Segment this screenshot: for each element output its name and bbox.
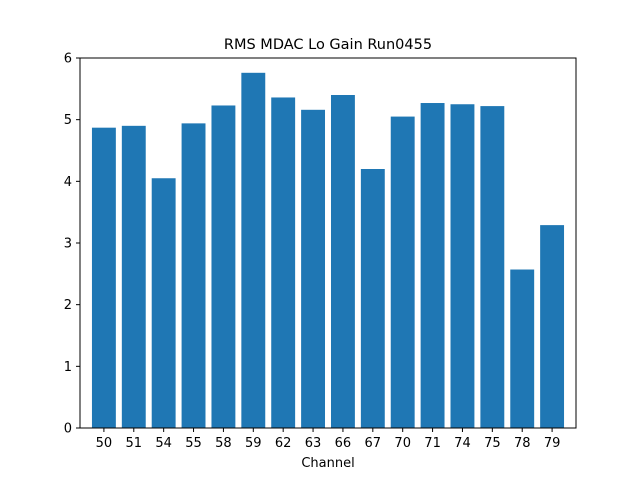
x-tick-label-70: 70	[394, 436, 411, 451]
y-tick-label-0: 0	[64, 422, 72, 437]
chart-title: RMS MDAC Lo Gain Run0455	[224, 37, 432, 53]
x-tick-label-58: 58	[215, 436, 232, 451]
x-axis: 50 51 54 55 58 59 62 63 66 67 70 71 74 75 78 79	[96, 428, 561, 451]
bars-group	[91, 72, 565, 429]
x-tick-label-75: 75	[484, 436, 501, 451]
y-tick-label-5: 5	[64, 113, 72, 128]
bar-71	[420, 103, 445, 429]
y-tick-label-6: 6	[64, 52, 72, 67]
y-tick-label-2: 2	[64, 298, 72, 313]
bar-70	[390, 116, 415, 428]
bar-66	[330, 95, 355, 428]
bar-79	[540, 225, 565, 428]
bar-59	[241, 72, 266, 429]
bar-78	[510, 269, 535, 428]
x-tick-label-63: 63	[305, 436, 322, 451]
y-tick-label-3: 3	[64, 237, 72, 252]
bar-55	[181, 123, 206, 429]
x-tick-label-59: 59	[245, 436, 262, 451]
bar-67	[360, 169, 385, 428]
x-tick-label-51: 51	[126, 436, 143, 451]
bar-58	[211, 105, 236, 428]
x-tick-label-79: 79	[544, 436, 561, 451]
y-tick-label-1: 1	[64, 360, 72, 375]
x-tick-label-78: 78	[514, 436, 531, 451]
y-axis: 0 1 2 3 4 5 6	[64, 52, 80, 437]
bar-51	[121, 125, 146, 428]
x-tick-label-74: 74	[454, 436, 471, 451]
x-tick-label-50: 50	[96, 436, 113, 451]
y-tick-label-4: 4	[64, 175, 72, 190]
bar-63	[301, 109, 326, 429]
bar-54	[151, 178, 176, 428]
bar-75	[480, 106, 505, 428]
x-axis-label: Channel	[301, 456, 354, 471]
x-tick-label-55: 55	[185, 436, 202, 451]
x-tick-label-66: 66	[335, 436, 352, 451]
x-tick-label-54: 54	[155, 436, 172, 451]
x-tick-label-71: 71	[424, 436, 441, 451]
x-tick-label-62: 62	[275, 436, 292, 451]
bar-62	[271, 97, 296, 428]
bar-74	[450, 104, 475, 428]
bar-50	[91, 127, 116, 429]
x-tick-label-67: 67	[365, 436, 382, 451]
